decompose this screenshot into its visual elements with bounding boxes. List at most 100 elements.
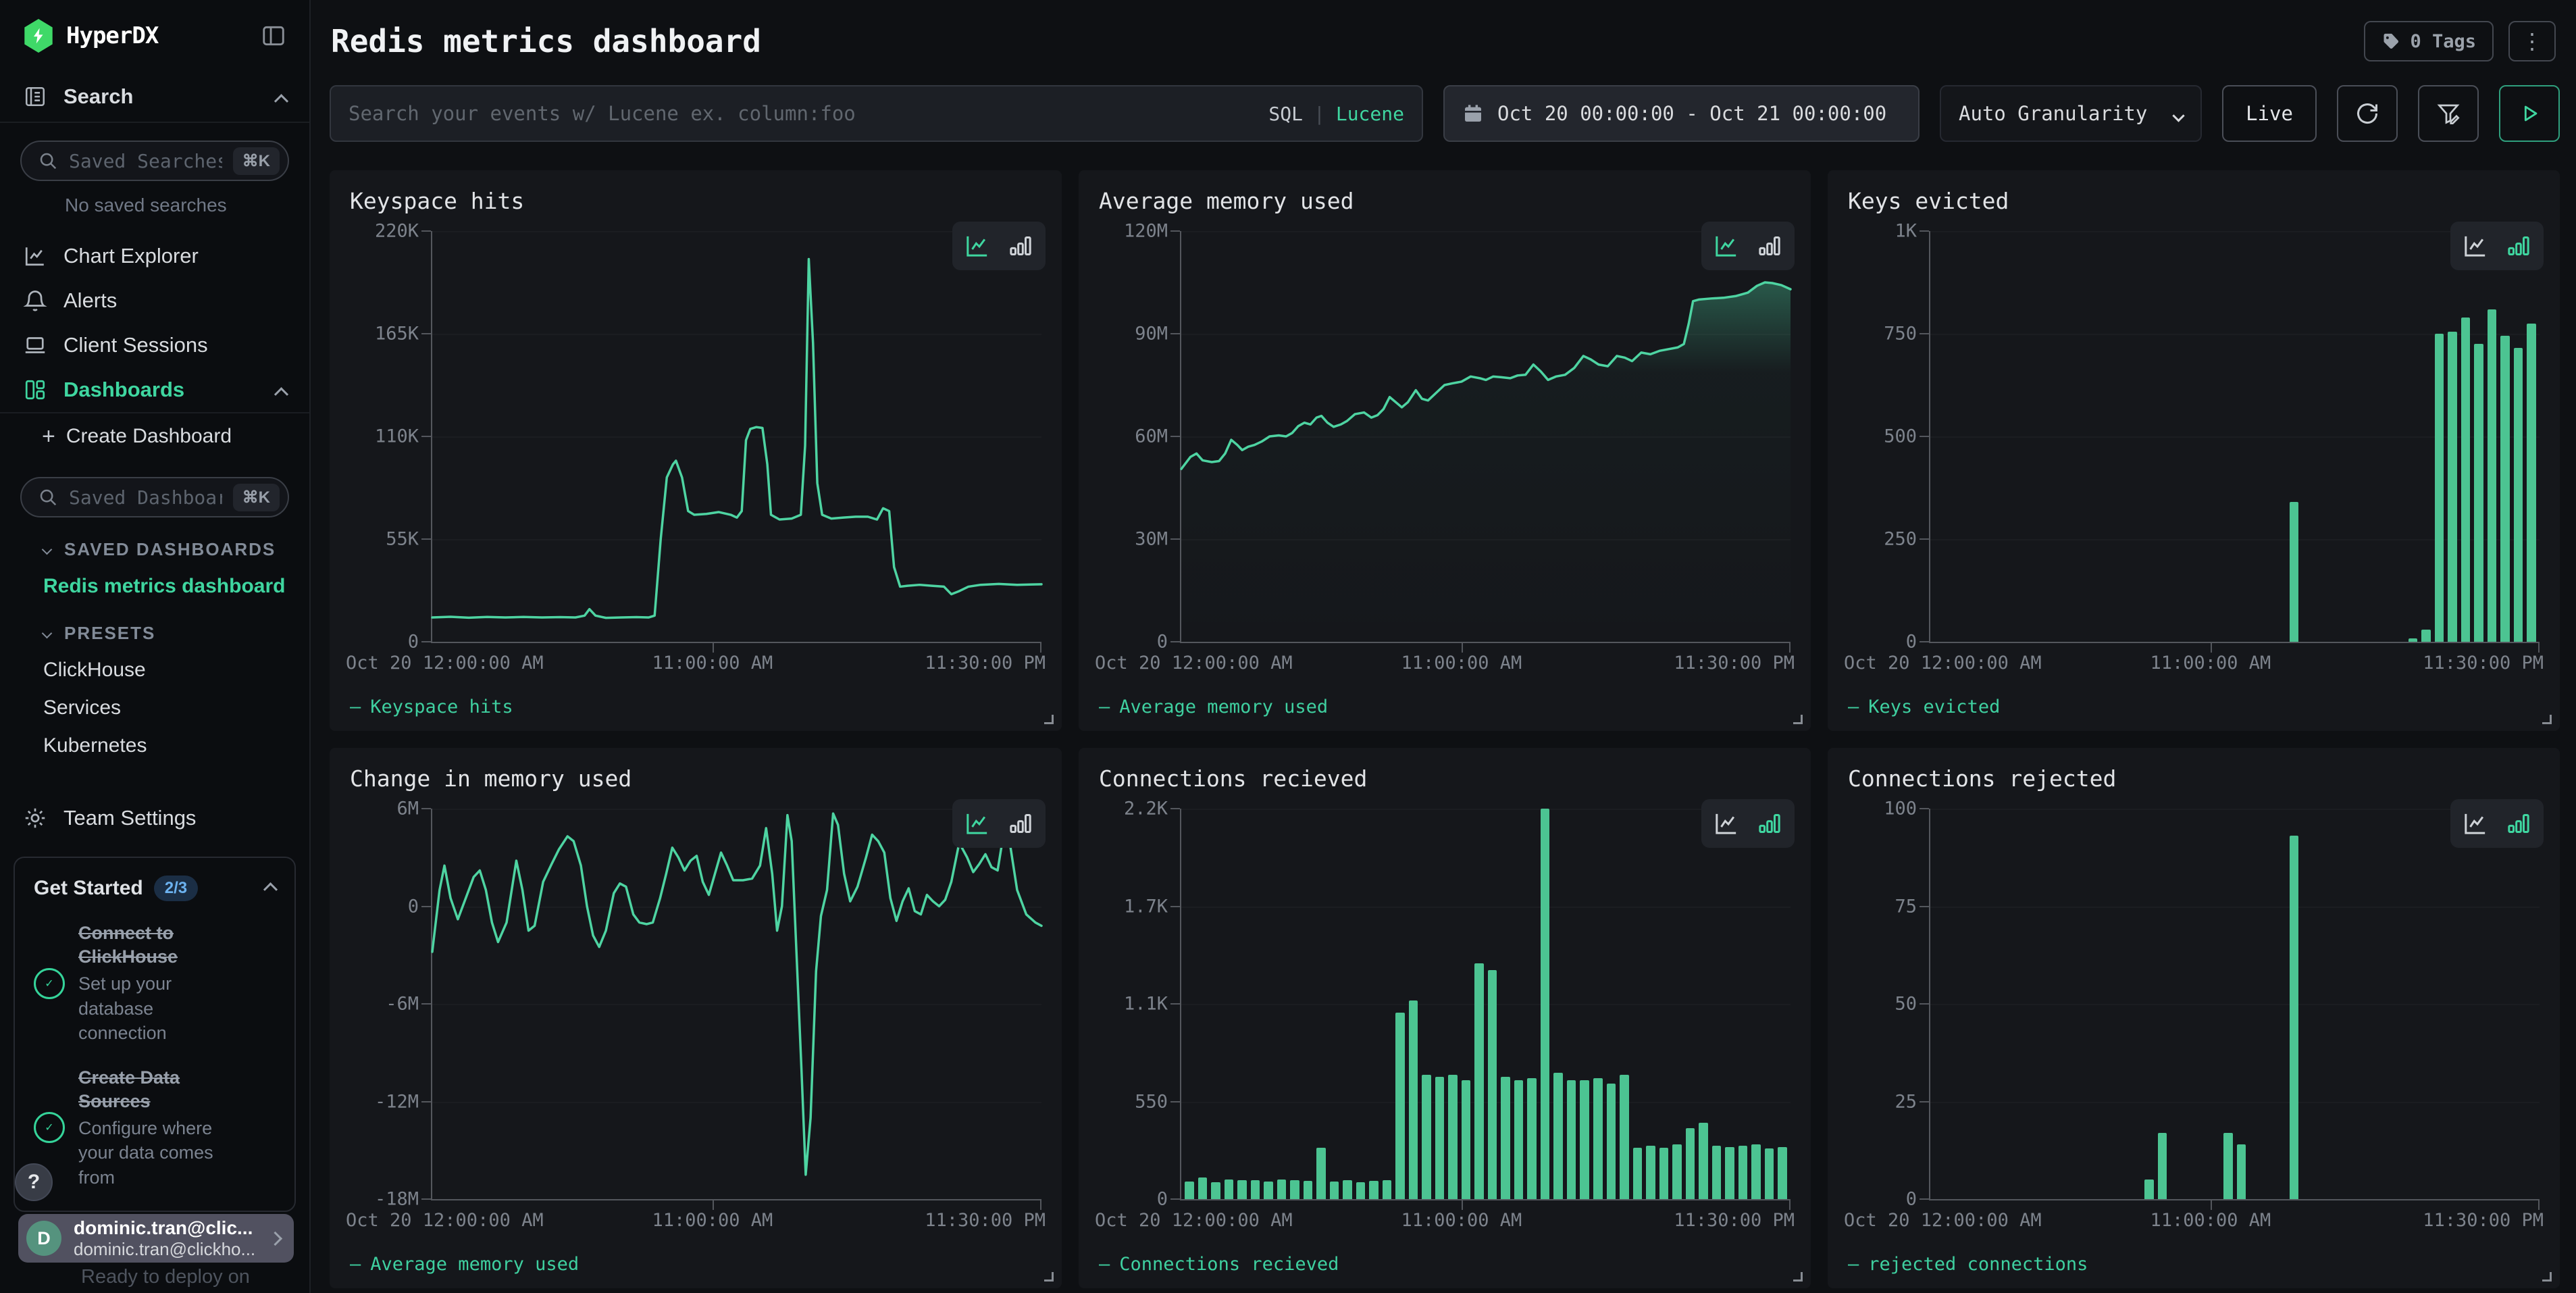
laptop-icon — [25, 337, 45, 353]
resize-handle[interactable] — [2542, 1272, 2552, 1282]
resize-handle[interactable] — [2542, 715, 2552, 724]
bar — [1237, 1180, 1247, 1199]
refresh-button[interactable] — [2337, 85, 2398, 142]
legend-dash-icon: — — [1848, 1254, 1859, 1275]
chart-legend[interactable]: — Average memory used — [350, 1254, 579, 1275]
granularity-dropdown[interactable]: Auto Granularity — [1940, 85, 2202, 142]
chart-title: Keys evicted — [1848, 188, 2009, 214]
user-profile-button[interactable]: D dominic.tran@clic... dominic.tran@clic… — [18, 1214, 294, 1263]
saved-dashboards-section-header[interactable]: SAVED DASHBOARDS — [0, 531, 309, 567]
step-subtitle: Configure where your data comes from — [78, 1117, 213, 1188]
get-started-header[interactable]: Get Started 2/3 — [34, 876, 278, 901]
sidebar-item-team-settings[interactable]: Team Settings — [0, 794, 309, 842]
sidebar-item-chart-explorer[interactable]: Chart Explorer — [0, 234, 309, 278]
resize-handle[interactable] — [1044, 1272, 1054, 1282]
x-axis-label: 11:30:00 PM — [2423, 653, 2544, 674]
legend-label: Average memory used — [1119, 696, 1329, 717]
chevron-down-icon — [41, 628, 53, 638]
sidebar-item-search[interactable]: Search — [0, 72, 309, 122]
saved-dashboards-field[interactable] — [69, 486, 222, 509]
sql-mode-toggle[interactable]: SQL — [1268, 102, 1303, 125]
create-dashboard-button[interactable]: + Create Dashboard — [42, 423, 232, 449]
event-search-input[interactable] — [349, 102, 1257, 125]
resize-handle[interactable] — [1793, 1272, 1803, 1282]
step-title: Add Data — [78, 1210, 243, 1211]
tags-button[interactable]: 0 Tags — [2364, 21, 2494, 61]
bar — [1197, 1177, 1208, 1199]
bar — [2500, 336, 2510, 642]
sidebar-item-label: Team Settings — [63, 806, 197, 830]
bar — [1448, 1075, 1458, 1199]
chevron-up-icon[interactable] — [263, 882, 278, 897]
get-started-step-sources[interactable]: ✓ Create Data Sources Configure where yo… — [34, 1066, 276, 1190]
saved-searches-field[interactable] — [69, 149, 222, 172]
help-button[interactable]: ? — [15, 1163, 53, 1201]
chart-type-toggle[interactable] — [2450, 222, 2544, 270]
sidebar-item-client-sessions[interactable]: Client Sessions — [0, 323, 309, 367]
x-axis-label: 11:00:00 AM — [2150, 1210, 2271, 1231]
saved-searches-input[interactable]: ⌘K — [20, 141, 289, 181]
x-axis-label: 11:00:00 AM — [1401, 653, 1522, 674]
series-line — [432, 259, 1041, 617]
sidebar-item-alerts[interactable]: Alerts — [0, 278, 309, 323]
bar — [1290, 1180, 1299, 1199]
bar — [2513, 348, 2523, 642]
presets-section-header[interactable]: PRESETS — [0, 615, 309, 651]
bar-chart-toggle-icon — [2508, 814, 2529, 833]
chart-legend[interactable]: — rejected connections — [1848, 1254, 2088, 1275]
chart-type-toggle[interactable] — [1701, 799, 1795, 848]
resize-handle[interactable] — [1044, 715, 1054, 724]
chevron-down-icon — [2172, 102, 2185, 125]
bar — [1422, 1075, 1431, 1199]
live-button[interactable]: Live — [2222, 85, 2317, 142]
sidebar-item-redis-dashboard[interactable]: Redis metrics dashboard — [43, 575, 286, 597]
chart-title: Average memory used — [1099, 188, 1354, 214]
bar — [1751, 1144, 1761, 1199]
more-options-button[interactable]: ⋮ — [2508, 21, 2556, 61]
bar — [1620, 1075, 1629, 1199]
resize-handle[interactable] — [1793, 715, 1803, 724]
chart-legend[interactable]: — Keyspace hits — [350, 696, 513, 717]
chart-type-toggle[interactable] — [952, 222, 1046, 270]
y-axis-label: 500 — [1884, 426, 1917, 447]
bar-chart-toggle-icon — [1759, 814, 1780, 833]
plot-area: Oct 20 12:00:00 AM 11:00:00 AM 11:30:00 … — [346, 798, 1046, 1232]
sidebar-item-preset-clickhouse[interactable]: ClickHouse — [43, 659, 146, 681]
line-chart-toggle-icon — [2465, 236, 2485, 257]
lucene-mode-toggle[interactable]: Lucene — [1335, 102, 1404, 125]
filter-button[interactable] — [2418, 85, 2479, 142]
saved-dashboards-input[interactable]: ⌘K — [20, 477, 289, 517]
run-query-button[interactable] — [2499, 85, 2560, 142]
line-chart-toggle-icon — [967, 813, 987, 834]
chart-panel: Change in memory used Oct 20 12:00:00 AM… — [330, 748, 1062, 1288]
sidebar-item-preset-kubernetes[interactable]: Kubernetes — [43, 734, 147, 757]
get-started-step-connect[interactable]: ✓ Connect to ClickHouse Set up your data… — [34, 921, 276, 1046]
shortcut-badge: ⌘K — [232, 483, 280, 511]
legend-dash-icon: — — [1848, 696, 1859, 717]
sidebar-item-label: Alerts — [63, 288, 118, 312]
bar — [1593, 1078, 1603, 1199]
chart-type-toggle[interactable] — [1701, 222, 1795, 270]
sidebar-collapse-button[interactable] — [261, 23, 286, 49]
chart-type-toggle[interactable] — [952, 799, 1046, 848]
sidebar-item-dashboards[interactable]: Dashboards — [0, 367, 309, 412]
search-section-icon — [25, 86, 45, 107]
get-started-step-add-data[interactable]: 3 Add Data Start sending logs, metrics, … — [34, 1210, 276, 1211]
chevron-up-icon[interactable] — [274, 378, 289, 402]
bar — [1540, 809, 1550, 1199]
sidebar-item-label: Dashboards — [63, 378, 185, 401]
chart-legend[interactable]: — Connections recieved — [1099, 1254, 1339, 1275]
bar — [1224, 1180, 1234, 1199]
chart-legend[interactable]: — Average memory used — [1099, 696, 1328, 717]
check-circle-icon: ✓ — [34, 1112, 65, 1144]
bar — [1185, 1181, 1194, 1199]
chart-legend[interactable]: — Keys evicted — [1848, 696, 2000, 717]
chevron-up-icon[interactable] — [274, 84, 289, 109]
y-axis-label: 750 — [1884, 323, 1917, 345]
sidebar-item-preset-services[interactable]: Services — [43, 696, 122, 719]
bars — [1930, 809, 2540, 1199]
x-axis-label: 11:00:00 AM — [2150, 653, 2271, 674]
date-range-picker[interactable]: Oct 20 00:00:00 - Oct 21 00:00:00 — [1443, 85, 1920, 142]
chart-type-toggle[interactable] — [2450, 799, 2544, 848]
event-search-box[interactable]: SQL | Lucene — [330, 85, 1423, 142]
